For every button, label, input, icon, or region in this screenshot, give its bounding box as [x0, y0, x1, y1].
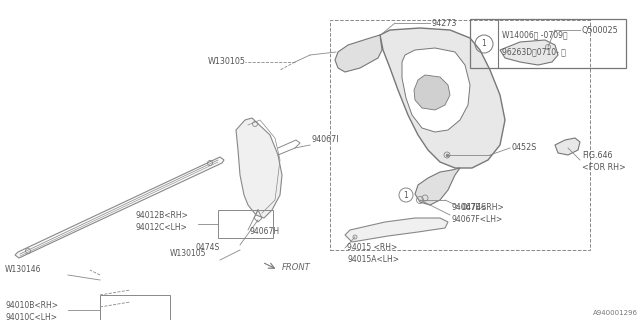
Polygon shape	[415, 168, 460, 205]
Text: 94015 <RH>: 94015 <RH>	[347, 244, 397, 252]
Text: 94010B<RH>: 94010B<RH>	[5, 300, 58, 309]
Polygon shape	[380, 28, 505, 168]
Text: 94012C<LH>: 94012C<LH>	[135, 222, 187, 231]
Text: W130146: W130146	[5, 266, 42, 275]
Text: 94067H: 94067H	[250, 228, 280, 236]
Text: 1: 1	[482, 39, 486, 49]
Text: 94067F<LH>: 94067F<LH>	[452, 215, 503, 225]
Text: 94010C<LH>: 94010C<LH>	[5, 313, 57, 320]
Text: 0474S: 0474S	[462, 203, 487, 212]
Bar	[100, 295, 170, 320]
Polygon shape	[345, 218, 448, 242]
Polygon shape	[414, 75, 450, 110]
Text: 0474S: 0474S	[195, 244, 220, 252]
Text: 94015A<LH>: 94015A<LH>	[347, 255, 399, 265]
Polygon shape	[236, 118, 282, 218]
Text: 94012B<RH>: 94012B<RH>	[135, 211, 188, 220]
Text: FRONT: FRONT	[282, 263, 311, 273]
Text: W14006（ -0709）: W14006（ -0709）	[502, 30, 568, 39]
Text: 94067I: 94067I	[312, 135, 339, 145]
Bar	[470, 19, 626, 68]
Text: 94067E<RH>: 94067E<RH>	[452, 204, 505, 212]
Polygon shape	[555, 138, 580, 155]
Text: FIG.646: FIG.646	[582, 150, 612, 159]
Polygon shape	[402, 48, 470, 132]
Text: 94273: 94273	[432, 19, 458, 28]
Text: W130105: W130105	[208, 58, 246, 67]
Text: <FOR RH>: <FOR RH>	[582, 163, 626, 172]
Text: 0452S: 0452S	[512, 143, 538, 153]
Text: 1: 1	[404, 190, 408, 199]
Bar	[218, 210, 273, 238]
Polygon shape	[15, 157, 224, 258]
Polygon shape	[500, 40, 558, 65]
Text: A940001296: A940001296	[593, 310, 638, 316]
Text: 96263D（0710- ）: 96263D（0710- ）	[502, 48, 566, 57]
Text: W130105: W130105	[170, 249, 207, 258]
Polygon shape	[335, 35, 382, 72]
Text: Q500025: Q500025	[582, 26, 619, 35]
Bar	[330, 20, 590, 250]
